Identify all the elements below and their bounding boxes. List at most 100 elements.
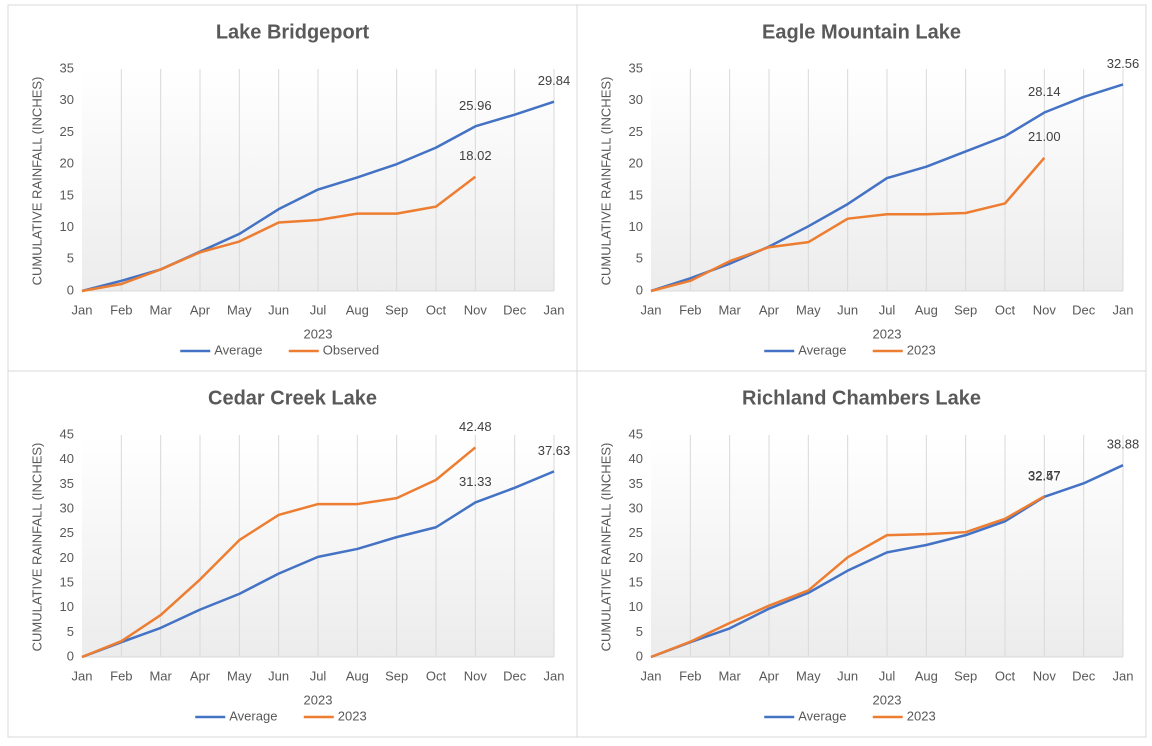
data-label: 29.84 bbox=[538, 73, 571, 88]
x-tick-label: Jan bbox=[641, 302, 662, 317]
x-axis-title: 2023 bbox=[304, 326, 333, 341]
y-tick-label: 25 bbox=[629, 525, 643, 540]
x-tick-label: Oct bbox=[426, 302, 447, 317]
x-tick-label: Oct bbox=[426, 668, 447, 683]
y-tick-label: 10 bbox=[629, 219, 643, 234]
legend-label: 2023 bbox=[907, 342, 936, 357]
x-tick-label: Nov bbox=[464, 668, 488, 683]
x-tick-label: Oct bbox=[995, 668, 1016, 683]
series-line bbox=[650, 156, 1046, 293]
x-tick-label: Sep bbox=[385, 668, 408, 683]
x-tick-label: May bbox=[227, 668, 252, 683]
y-tick-label: 35 bbox=[629, 476, 643, 491]
x-tick-label: Dec bbox=[503, 302, 527, 317]
y-tick-label: 5 bbox=[67, 624, 74, 639]
x-tick-label: Jun bbox=[837, 302, 858, 317]
legend-label: Average bbox=[214, 342, 262, 357]
x-axis-title: 2023 bbox=[304, 692, 333, 707]
y-tick-label: 20 bbox=[629, 550, 643, 565]
x-tick-label: Aug bbox=[346, 668, 369, 683]
y-tick-label: 10 bbox=[629, 599, 643, 614]
y-tick-label: 45 bbox=[629, 426, 643, 441]
x-tick-label: Jan bbox=[641, 668, 662, 683]
x-tick-label: Dec bbox=[1072, 302, 1096, 317]
y-tick-label: 35 bbox=[629, 60, 643, 75]
y-tick-label: 20 bbox=[629, 156, 643, 171]
x-tick-label: Apr bbox=[190, 302, 211, 317]
y-tick-label: 40 bbox=[60, 451, 74, 466]
x-axis-title: 2023 bbox=[873, 692, 902, 707]
data-label: 32.56 bbox=[1107, 56, 1140, 71]
x-tick-label: Nov bbox=[1033, 668, 1057, 683]
data-label: 42.48 bbox=[459, 419, 492, 434]
legend-label: 2023 bbox=[338, 708, 367, 723]
x-tick-label: Feb bbox=[110, 668, 132, 683]
chart-title: Lake Bridgeport bbox=[216, 21, 370, 43]
data-label: 25.96 bbox=[459, 98, 492, 113]
y-tick-label: 30 bbox=[60, 92, 74, 107]
y-tick-label: 15 bbox=[629, 187, 643, 202]
series-line bbox=[81, 470, 555, 659]
y-axis-title: CUMULATIVE RAINFALL (INCHES) bbox=[598, 77, 613, 286]
x-tick-label: Jul bbox=[879, 302, 896, 317]
x-tick-label: Sep bbox=[385, 302, 408, 317]
y-tick-label: 40 bbox=[629, 451, 643, 466]
y-tick-label: 35 bbox=[60, 476, 74, 491]
y-tick-label: 25 bbox=[629, 124, 643, 139]
x-tick-label: Jan bbox=[72, 302, 93, 317]
series-line bbox=[81, 175, 477, 293]
x-tick-label: Mar bbox=[149, 668, 172, 683]
y-tick-label: 5 bbox=[636, 251, 643, 266]
data-label: 32.47 bbox=[1028, 468, 1061, 483]
series-line bbox=[81, 446, 477, 659]
x-tick-label: Jan bbox=[544, 668, 565, 683]
x-tick-label: Jan bbox=[72, 668, 93, 683]
x-tick-label: Feb bbox=[110, 302, 132, 317]
x-tick-label: Apr bbox=[190, 668, 211, 683]
y-axis-title: CUMULATIVE RAINFALL (INCHES) bbox=[598, 443, 613, 652]
x-tick-label: Oct bbox=[995, 302, 1016, 317]
y-tick-label: 20 bbox=[60, 156, 74, 171]
x-tick-label: Jul bbox=[310, 668, 327, 683]
x-tick-label: Jan bbox=[1113, 302, 1134, 317]
data-label: 31.33 bbox=[459, 474, 492, 489]
x-tick-label: Aug bbox=[915, 668, 938, 683]
x-tick-label: Jul bbox=[879, 668, 896, 683]
legend-label: Observed bbox=[323, 342, 379, 357]
y-tick-label: 15 bbox=[60, 187, 74, 202]
y-tick-label: 10 bbox=[60, 599, 74, 614]
x-tick-label: Apr bbox=[759, 302, 780, 317]
y-tick-label: 45 bbox=[60, 426, 74, 441]
x-tick-label: Jul bbox=[310, 302, 327, 317]
y-tick-label: 0 bbox=[67, 282, 74, 297]
series-line bbox=[650, 495, 1045, 659]
legend-label: 2023 bbox=[907, 708, 936, 723]
y-tick-label: 30 bbox=[629, 92, 643, 107]
data-label: 28.14 bbox=[1028, 84, 1061, 99]
y-tick-label: 15 bbox=[629, 574, 643, 589]
x-tick-label: May bbox=[796, 668, 821, 683]
legend-label: Average bbox=[229, 708, 277, 723]
y-tick-label: 25 bbox=[60, 525, 74, 540]
data-label: 38.88 bbox=[1107, 437, 1140, 452]
y-tick-label: 35 bbox=[60, 60, 74, 75]
x-tick-label: Aug bbox=[915, 302, 938, 317]
y-tick-label: 30 bbox=[629, 500, 643, 515]
y-tick-label: 15 bbox=[60, 574, 74, 589]
x-tick-label: Jun bbox=[837, 668, 858, 683]
x-axis-title: 2023 bbox=[873, 326, 902, 341]
y-tick-label: 5 bbox=[636, 624, 643, 639]
x-tick-label: Jun bbox=[268, 668, 289, 683]
x-tick-label: Mar bbox=[718, 302, 741, 317]
x-tick-label: Jun bbox=[268, 302, 289, 317]
x-tick-label: Dec bbox=[1072, 668, 1096, 683]
x-tick-label: Mar bbox=[149, 302, 172, 317]
y-tick-label: 10 bbox=[60, 219, 74, 234]
x-tick-label: May bbox=[796, 302, 821, 317]
legend-label: Average bbox=[798, 708, 846, 723]
series-line bbox=[650, 83, 1124, 293]
legend-label: Average bbox=[798, 342, 846, 357]
data-label: 37.63 bbox=[538, 443, 571, 458]
x-tick-label: Mar bbox=[718, 668, 741, 683]
